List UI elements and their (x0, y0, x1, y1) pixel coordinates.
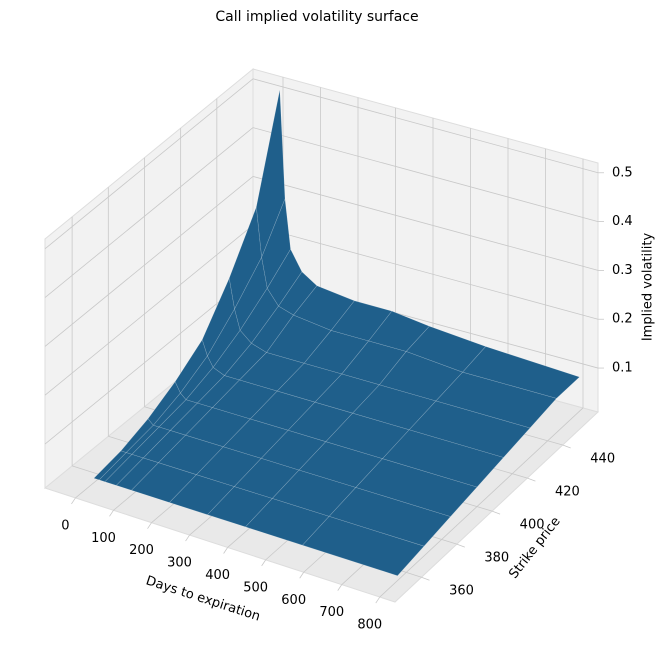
x-tick-label: 700 (319, 605, 344, 620)
y-tick-label: 440 (590, 452, 615, 467)
x-tick-label: 300 (167, 556, 192, 571)
tick-mark (299, 572, 305, 579)
tick-mark (109, 510, 114, 517)
y-tick-label: 360 (449, 584, 474, 599)
tick-mark (375, 596, 381, 604)
x-tick-label: 100 (91, 531, 116, 546)
y-tick-label: 400 (520, 518, 545, 533)
tick-mark (185, 534, 190, 542)
tick-mark (71, 497, 76, 505)
surface-patch (301, 516, 425, 577)
z-axis-label: Implied volatility (641, 233, 656, 342)
surface (93, 89, 581, 577)
chart-title: Call implied volatility surface (215, 9, 418, 25)
tick-mark (527, 477, 536, 482)
x-tick-label: 600 (281, 593, 306, 608)
surface-patch (381, 429, 505, 488)
y-tick-label: 420 (555, 485, 580, 500)
grid-line (44, 78, 254, 250)
z-tick-label: 0.1 (612, 361, 633, 376)
grid-line (252, 224, 599, 320)
x-tick-label: 200 (129, 543, 154, 558)
grid-line (44, 224, 254, 396)
surface-patch (408, 400, 531, 458)
tick-mark (223, 547, 228, 554)
surface-patch (328, 487, 452, 547)
grid-line (44, 127, 254, 298)
grid-line (252, 127, 599, 222)
z-tick-label: 0.4 (612, 214, 633, 229)
grid-line (379, 407, 584, 598)
grid-line (44, 176, 254, 347)
grid-line (252, 176, 599, 271)
tick-mark (261, 559, 266, 567)
x-tick-label: 400 (205, 568, 230, 583)
surface-patch (462, 346, 581, 399)
tick-mark (147, 522, 152, 529)
x-tick-label: 500 (243, 580, 268, 595)
tick-mark (337, 584, 343, 591)
z-tick-label: 0.3 (612, 263, 633, 278)
tick-mark (421, 576, 430, 581)
grid-line (44, 273, 254, 445)
x-tick-label: 800 (357, 618, 382, 633)
tick-mark (456, 543, 465, 548)
labels: 0 100 200 300 400 500 600 700 800 360 380 400 420 440… (61, 165, 632, 632)
z-tick-label: 0.2 (612, 312, 633, 327)
tick-mark (562, 444, 571, 449)
x-tick-label: 0 (61, 518, 69, 533)
z-tick-label: 0.5 (612, 165, 633, 180)
tick-mark (491, 510, 501, 515)
grid-line (252, 78, 599, 174)
y-tick-label: 380 (484, 551, 509, 566)
